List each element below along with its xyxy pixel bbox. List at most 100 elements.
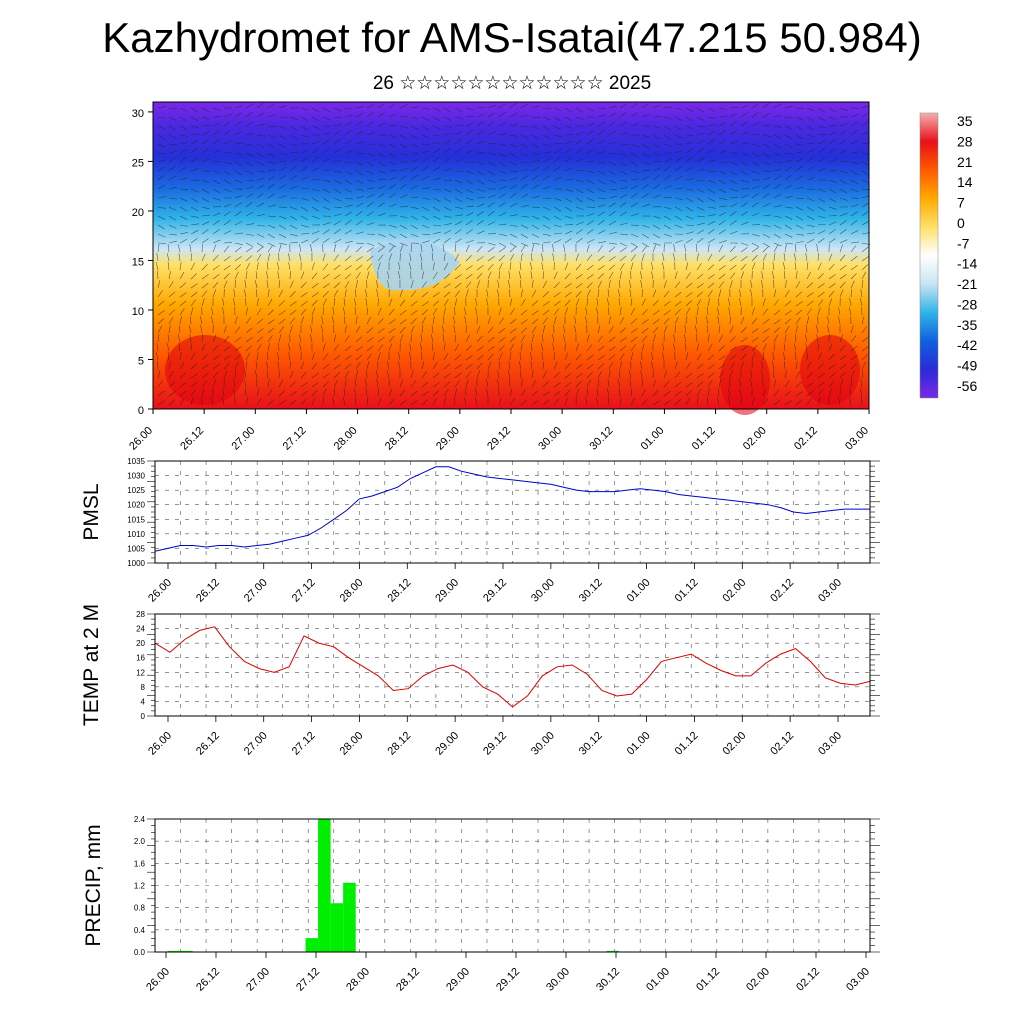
wind-barb [333, 179, 342, 184]
wind-barb [806, 382, 814, 388]
wind-barb [410, 116, 419, 120]
wind-barb [718, 240, 727, 244]
x-tick-label: 29.00 [434, 425, 462, 453]
wind-barb [465, 334, 470, 343]
wind-barb [366, 279, 368, 289]
wind-barb [850, 325, 854, 334]
wind-barb [421, 399, 428, 406]
wind-barb [751, 344, 758, 352]
wind-barb [157, 152, 166, 155]
wind-barb [531, 379, 537, 388]
wind-barb [179, 134, 188, 137]
wind-barb [465, 139, 473, 145]
wind-barb [233, 379, 236, 388]
wind-barb [531, 300, 539, 307]
wind-barb [861, 256, 869, 262]
wind-barb [551, 334, 555, 343]
wind-barb [366, 187, 375, 190]
wind-barb [806, 271, 811, 280]
wind-barb [421, 309, 429, 316]
wind-barb [157, 360, 159, 370]
wind-barb [454, 138, 462, 145]
wind-barb [421, 291, 429, 298]
wind-barb [729, 188, 738, 192]
wind-barb [388, 103, 396, 109]
wind-barb [795, 175, 803, 181]
wind-barb [652, 125, 661, 129]
wind-barb [465, 273, 473, 280]
wind-barb [355, 120, 363, 127]
wind-barb [300, 215, 309, 221]
wind-barb [244, 370, 247, 379]
y-tick-label: 12 [136, 668, 145, 677]
wind-barb [509, 202, 518, 208]
wind-barb [355, 152, 364, 155]
wind-barb [751, 112, 759, 118]
wind-barb [465, 170, 474, 174]
wind-barb [201, 107, 210, 113]
wind-barb [850, 170, 859, 176]
y-tick-label: 28 [136, 610, 145, 619]
wind-barb [245, 143, 254, 146]
wind-barb [684, 325, 687, 334]
wind-barb [267, 215, 276, 218]
wind-barb [222, 397, 225, 406]
wind-barb [850, 211, 858, 217]
wind-barb [530, 361, 533, 370]
wind-barb [553, 316, 557, 325]
wind-barb [419, 253, 423, 262]
wind-barb [751, 254, 758, 262]
wind-barb [388, 203, 397, 208]
wind-barb [234, 170, 243, 176]
wind-barb [190, 307, 194, 316]
wind-barb [663, 224, 672, 230]
wind-barb [751, 328, 759, 334]
wind-barb [344, 240, 353, 244]
wind-barb [564, 107, 573, 113]
wind-barb [761, 361, 764, 370]
wind-barb [388, 398, 395, 406]
wind-barb [608, 280, 611, 289]
wind-barb [707, 274, 715, 280]
wind-barb [685, 206, 693, 212]
wind-barb [597, 335, 603, 343]
y-tick-label: 0 [141, 712, 146, 721]
wind-barb [432, 272, 438, 280]
wind-barb [222, 307, 225, 316]
wind-barb [629, 289, 632, 298]
wind-barb [839, 239, 848, 244]
wind-barb [740, 263, 747, 271]
wind-barb [234, 161, 243, 166]
wind-barb [707, 159, 716, 163]
wind-barb [619, 233, 628, 236]
wind-barb [178, 325, 181, 334]
wind-barb [794, 352, 797, 361]
wind-barb [707, 148, 715, 154]
wind-barb [267, 399, 275, 406]
wind-barb [586, 130, 594, 136]
wind-barb [190, 381, 198, 388]
wind-barb [465, 289, 469, 298]
wind-barb [388, 298, 393, 307]
wind-barb [618, 370, 621, 379]
wind-barb [685, 390, 692, 397]
wind-barb [652, 326, 659, 334]
wind-barb [232, 388, 236, 397]
wind-barb [850, 230, 859, 235]
wind-barb [289, 370, 294, 379]
wind-barb [465, 355, 473, 361]
wind-barb [519, 352, 522, 361]
wind-barb [377, 352, 381, 361]
wind-barb [266, 280, 269, 289]
wind-barb [322, 363, 330, 370]
wind-barb [507, 280, 511, 289]
precip-bar [330, 903, 344, 952]
wind-barb [234, 210, 242, 217]
wind-barb [795, 280, 801, 289]
wind-barb [849, 388, 852, 397]
wind-barb [278, 233, 287, 238]
wind-barb [696, 229, 705, 235]
wind-barb [245, 179, 254, 182]
wind-barb [817, 352, 822, 361]
wind-barb [794, 262, 797, 271]
